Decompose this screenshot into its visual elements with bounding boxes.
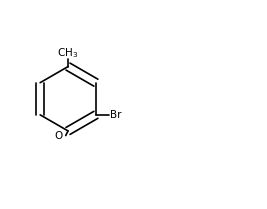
Text: CH$_3$: CH$_3$ [57,46,78,60]
Text: O: O [55,130,63,140]
Text: Br: Br [110,110,121,120]
